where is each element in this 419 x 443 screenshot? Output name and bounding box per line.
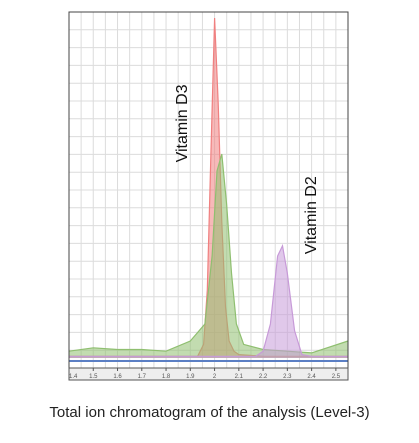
- series-2-area: [69, 245, 348, 358]
- x-tick-labels: 1.4 1.5 1.6 1.7 1.8 1.9 2 2.1 2.2 2.3 2.4 2.5: [68, 368, 341, 380]
- peak-label-0: Vitamin D3: [174, 84, 191, 162]
- series-2-line: [69, 243, 348, 357]
- series-1-area: [69, 154, 348, 358]
- x-tick-label: 1.7: [138, 374, 147, 380]
- x-tick-label: 2.1: [235, 374, 244, 380]
- x-tick-label: 1.8: [162, 374, 171, 380]
- series-layer: [68, 17, 349, 362]
- x-tick-label: 1.6: [113, 374, 122, 380]
- x-tick-label: 1.4: [69, 374, 78, 380]
- x-axis-strip: [68, 367, 349, 381]
- x-axis-bar: [68, 367, 349, 381]
- x-tick-label: 2.5: [332, 374, 341, 380]
- peak-annotations: Vitamin D3 Vitamin D2: [174, 84, 320, 254]
- x-tick-label: 2.2: [259, 374, 268, 380]
- x-tick-label: 2.4: [307, 374, 316, 380]
- x-tick-label: 1.9: [186, 374, 195, 380]
- x-tick-label: 2: [213, 374, 217, 380]
- x-tick-label: 1.5: [89, 374, 98, 380]
- chart-caption: Total ion chromatogram of the analysis (…: [49, 404, 370, 421]
- x-tick-label: 2.3: [283, 374, 292, 380]
- peak-label-1: Vitamin D2: [303, 176, 320, 254]
